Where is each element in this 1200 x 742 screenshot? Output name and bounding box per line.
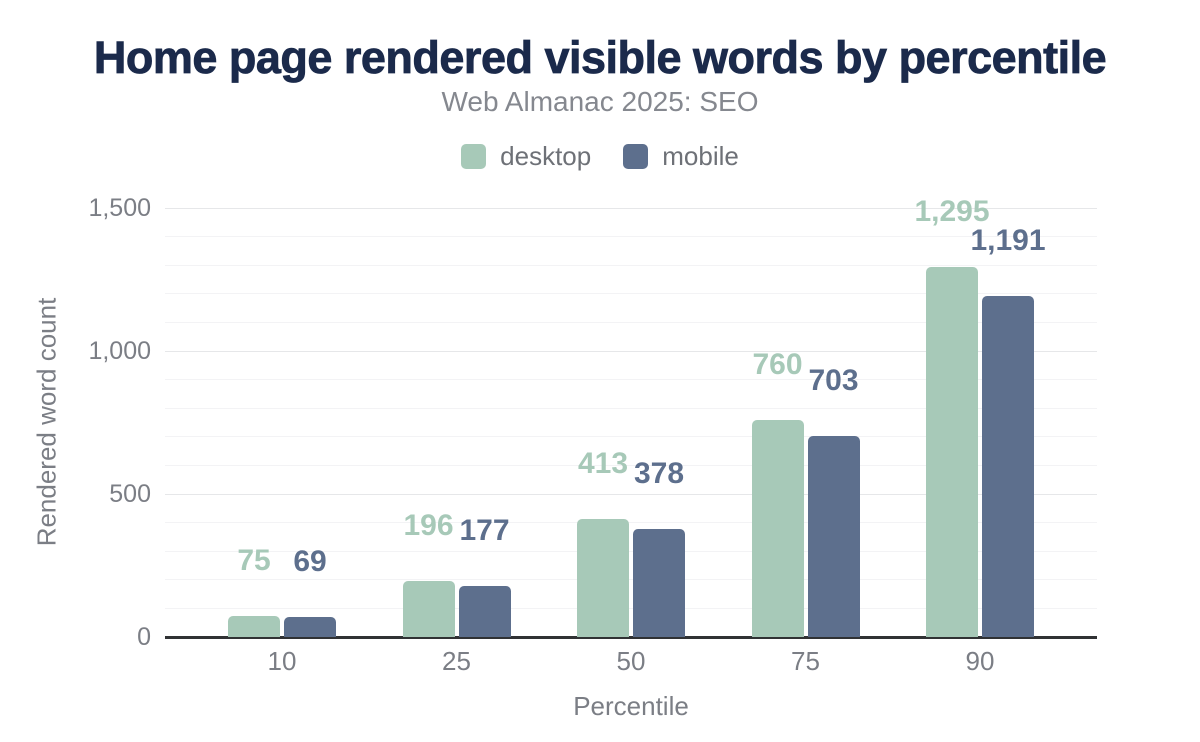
- gridline-1500: [165, 207, 1097, 209]
- y-axis-title: Rendered word count: [31, 297, 62, 547]
- x-tick-label-90: 90: [965, 646, 995, 676]
- gridline-800: [165, 407, 1097, 409]
- value-label-desktop-p10: 75: [237, 543, 271, 577]
- y-tick-label-1000: 1,000: [88, 337, 151, 365]
- bar-mobile-p25[interactable]: [458, 586, 511, 637]
- gridline-900: [165, 379, 1097, 381]
- x-tick-label-75: 75: [791, 646, 820, 676]
- value-label-desktop-p90: 1,295: [914, 194, 990, 228]
- x-tick-label-25: 25: [442, 646, 471, 676]
- gridline-100: [165, 607, 1097, 609]
- bar-desktop-p25[interactable]: [402, 580, 455, 637]
- chart-subtitle: Web Almanac 2025: SEO: [441, 86, 759, 117]
- value-label-mobile-p90: 1,191: [970, 224, 1046, 258]
- legend: desktop mobile: [0, 143, 1200, 169]
- gridline-500: [165, 493, 1097, 495]
- gridline-400: [165, 522, 1097, 524]
- gridline-1300: [165, 264, 1097, 266]
- gridline-300: [165, 550, 1097, 552]
- bar-mobile-p90[interactable]: [982, 296, 1034, 637]
- gridline-1000: [165, 350, 1097, 352]
- bar-mobile-p75[interactable]: [807, 435, 860, 637]
- bar-desktop-p75[interactable]: [751, 419, 804, 637]
- gridline-1400: [165, 236, 1097, 238]
- gridline-1100: [165, 321, 1097, 323]
- bar-mobile-p50[interactable]: [633, 528, 685, 637]
- value-label-desktop-p75: 760: [752, 347, 803, 381]
- bar-desktop-p50[interactable]: [577, 518, 629, 637]
- legend-swatch-mobile-icon: [623, 143, 649, 169]
- value-label-desktop-p50: 413: [577, 446, 629, 480]
- legend-label-mobile: mobile: [662, 141, 739, 171]
- legend-item-desktop[interactable]: desktop: [461, 143, 591, 169]
- gridline-200: [165, 579, 1097, 581]
- bar-desktop-p10[interactable]: [228, 615, 280, 637]
- gridline-600: [165, 464, 1097, 466]
- y-tick-label-0: 0: [137, 623, 151, 651]
- gridline-1200: [165, 293, 1097, 295]
- value-label-mobile-p10: 69: [293, 545, 327, 579]
- x-tick-label-10: 10: [267, 646, 297, 676]
- x-axis-line: [165, 636, 1097, 639]
- value-label-mobile-p75: 703: [808, 363, 859, 397]
- value-label-mobile-p50: 378: [633, 456, 685, 490]
- legend-label-desktop: desktop: [500, 141, 592, 171]
- chart-title: Home page rendered visible words by perc…: [93, 32, 1107, 83]
- value-label-desktop-p25: 196: [403, 508, 454, 542]
- bar-mobile-p10[interactable]: [284, 617, 336, 637]
- y-tick-label-500: 500: [109, 480, 151, 508]
- x-axis-title: Percentile: [573, 691, 689, 721]
- x-tick-label-50: 50: [616, 646, 646, 676]
- plot-area: 10 75 69 25 196 177 50 413 378 75 760 703 90 1,295 1,1…: [165, 196, 1097, 674]
- gridline-700: [165, 436, 1097, 438]
- legend-item-mobile[interactable]: mobile: [623, 143, 739, 169]
- bar-desktop-p90[interactable]: [926, 266, 978, 637]
- y-tick-label-1500: 1,500: [88, 194, 151, 222]
- legend-swatch-desktop-icon: [461, 143, 487, 169]
- value-label-mobile-p25: 177: [459, 514, 510, 548]
